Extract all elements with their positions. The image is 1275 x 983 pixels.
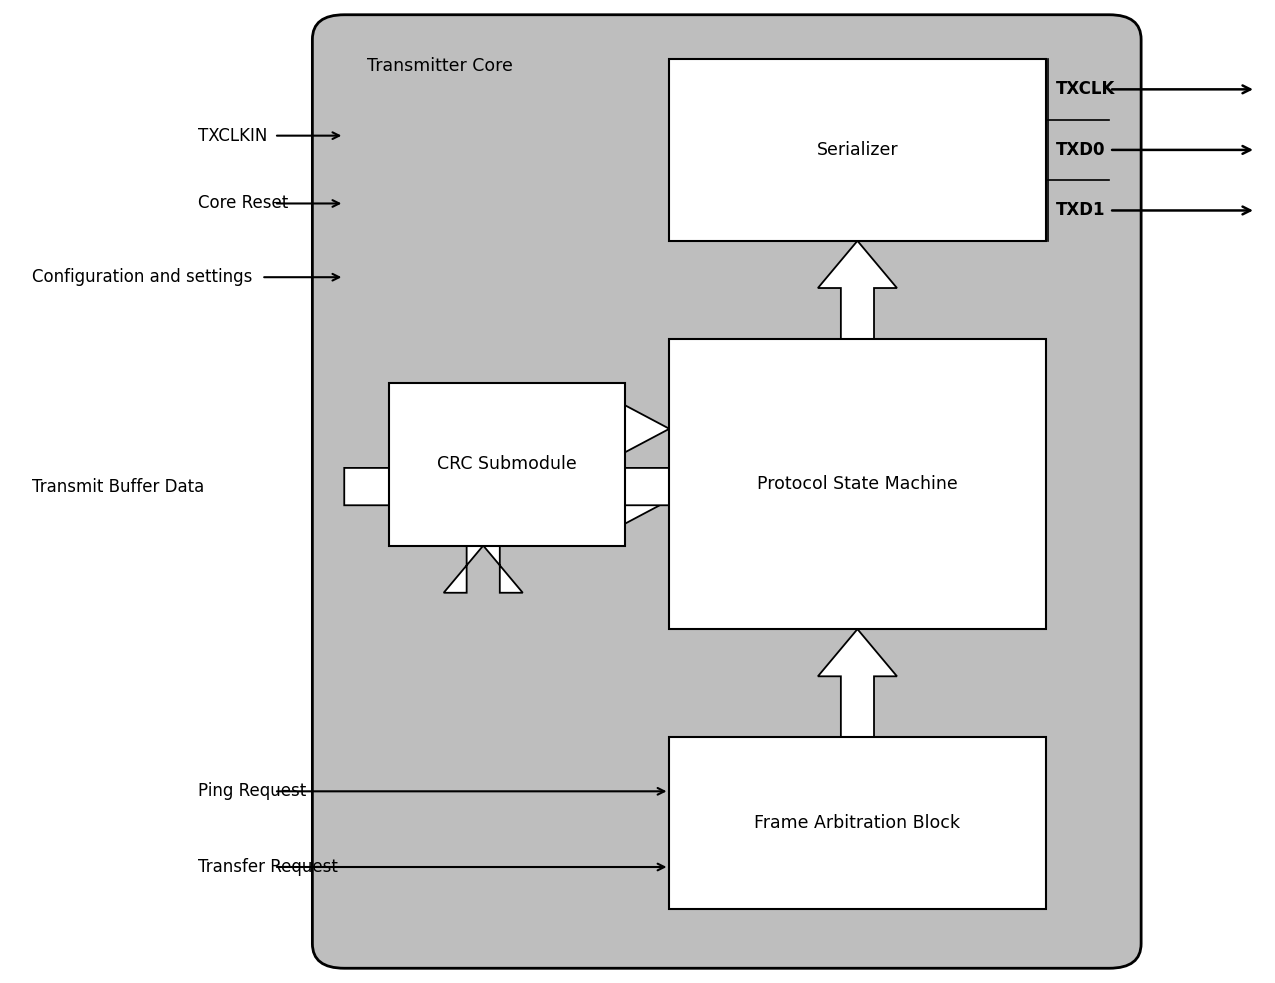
Text: Core Reset: Core Reset: [198, 195, 288, 212]
Text: Protocol State Machine: Protocol State Machine: [757, 475, 958, 493]
Bar: [669, 59, 1046, 241]
Text: Transfer Request: Transfer Request: [198, 858, 338, 876]
Polygon shape: [444, 504, 523, 593]
Polygon shape: [618, 473, 669, 527]
Polygon shape: [817, 629, 896, 737]
Bar: [669, 737, 1046, 909]
FancyBboxPatch shape: [312, 15, 1141, 968]
Text: TXCLKIN: TXCLKIN: [198, 127, 266, 145]
Text: Transmit Buffer Data: Transmit Buffer Data: [32, 478, 204, 495]
Text: TXD1: TXD1: [1056, 202, 1105, 219]
Bar: [389, 383, 625, 546]
Text: Frame Arbitration Block: Frame Arbitration Block: [755, 814, 960, 833]
Text: Configuration and settings: Configuration and settings: [32, 268, 252, 286]
Text: TXD0: TXD0: [1056, 141, 1105, 159]
Text: Transmitter Core: Transmitter Core: [367, 57, 513, 75]
Text: Serializer: Serializer: [816, 141, 899, 159]
Text: CRC Submodule: CRC Submodule: [437, 455, 576, 474]
Text: TXCLK: TXCLK: [1056, 81, 1116, 98]
Polygon shape: [344, 451, 740, 522]
Polygon shape: [618, 402, 669, 456]
Polygon shape: [817, 241, 896, 339]
Text: Ping Request: Ping Request: [198, 782, 306, 800]
Bar: [669, 339, 1046, 629]
